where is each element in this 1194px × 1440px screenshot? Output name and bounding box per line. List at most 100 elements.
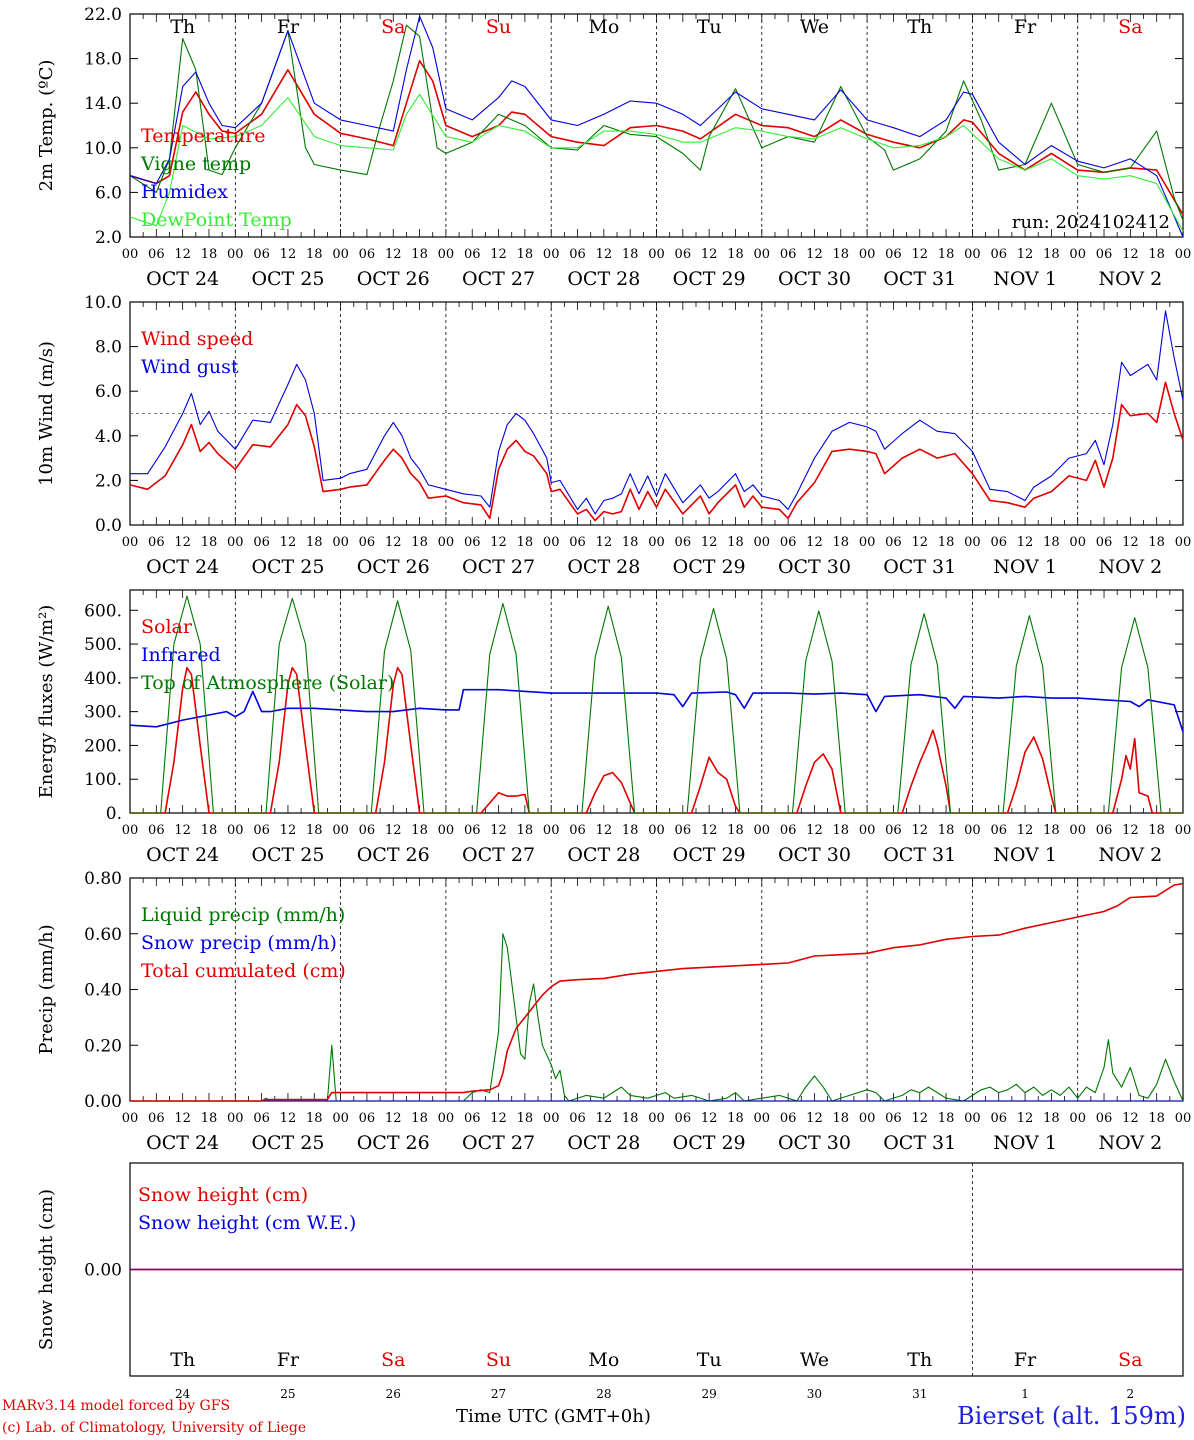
hour-tick-label: 00 [332,823,349,838]
day-name-top: Sa [381,16,405,38]
hour-tick-label: 06 [885,247,902,262]
hour-tick-label: 12 [596,247,613,262]
series-line [129,59,1184,216]
hour-tick-label: 12 [701,1111,718,1126]
hour-tick-label: 12 [490,247,507,262]
day-name-bottom: We [800,1349,829,1371]
date-label: OCT 31 [883,268,956,290]
series-line [130,882,1184,1102]
y-tick-label: 0.20 [84,1036,122,1056]
hour-tick-label: 18 [201,823,218,838]
date-label: NOV 1 [993,844,1057,866]
hour-tick-label: 18 [306,535,323,550]
hour-tick-label: 18 [1043,1111,1060,1126]
day-name-top: Fr [277,16,300,38]
hour-tick-label: 00 [438,535,455,550]
time-axis-label: Time UTC (GMT+0h) [456,1406,651,1427]
run-label: run: 2024102412 [1012,212,1170,233]
hour-tick-label: 18 [727,535,744,550]
date-label: OCT 30 [778,1132,851,1154]
hour-tick-label: 06 [253,823,270,838]
y-tick-label: 2.0 [95,471,122,491]
hour-tick-label: 12 [701,535,718,550]
hour-tick-label: 06 [253,247,270,262]
legend-entry: Solar [141,616,193,638]
hour-tick-label: 12 [596,535,613,550]
date-label: OCT 24 [146,556,219,578]
y-axis-label: 10m Wind (m/s) [36,341,57,486]
hour-tick-label: 00 [438,823,455,838]
hour-tick-label: 06 [359,247,376,262]
hour-tick-label: 12 [385,535,402,550]
hour-tick-label: 18 [411,823,428,838]
y-tick-label: 6.0 [95,382,122,402]
hour-tick-label: 06 [253,535,270,550]
legend-entry: Total cumulated (cm) [141,960,346,982]
y-axis-label: Energy fluxes (W/m²) [36,605,57,799]
plot-frame [129,589,1184,814]
hour-tick-label: 06 [569,535,586,550]
y-tick-label: 6.0 [95,183,122,203]
hour-tick-label: 00 [964,1111,981,1126]
hour-tick-label: 12 [1122,535,1139,550]
day-number: 27 [491,1387,506,1401]
date-label: NOV 2 [1098,844,1162,866]
hour-tick-label: 00 [1175,535,1192,550]
chart-panel-4: 00 06 12 18 00 06 12 18 00 06 12 18 00 06 12 18 00 06 12 18… [36,869,1191,1154]
hour-tick-label: 12 [490,1111,507,1126]
date-label: NOV 1 [993,1132,1057,1154]
hour-tick-label: 18 [201,535,218,550]
hour-tick-label: 18 [833,823,850,838]
hour-tick-label: 00 [122,823,139,838]
legend-entry: Wind speed [141,328,253,350]
hour-tick-label: 18 [622,823,639,838]
legend-entry: Temperature [141,125,265,147]
hour-tick-label: 18 [622,535,639,550]
hour-tick-label: 00 [227,1111,244,1126]
hour-tick-label: 00 [122,247,139,262]
y-tick-label: 500. [84,635,122,655]
hour-tick-label: 12 [1017,535,1034,550]
hour-tick-label: 00 [332,1111,349,1126]
hour-tick-label: 00 [859,535,876,550]
hour-tick-label: 18 [938,535,955,550]
hour-tick-label: 18 [833,535,850,550]
hour-tick-label: 18 [938,823,955,838]
date-label: NOV 2 [1098,1132,1162,1154]
hour-tick-label: 06 [885,1111,902,1126]
legend-entry: Liquid precip (mm/h) [141,904,345,926]
hour-tick-label: 00 [1069,247,1086,262]
hour-tick-label: 00 [227,535,244,550]
hour-tick-label: 06 [1096,535,1113,550]
hour-tick-label: 00 [1069,535,1086,550]
date-label: OCT 26 [357,268,430,290]
hour-tick-label: 06 [464,535,481,550]
series-line [130,933,1184,1102]
hour-tick-label: 06 [780,823,797,838]
day-name-bottom: Th [170,1349,195,1371]
hour-tick-label: 18 [1148,247,1165,262]
day-number: 1 [1021,1387,1029,1401]
hour-tick-label: 00 [1069,1111,1086,1126]
y-tick-label: 200. [84,736,122,756]
lab-credit: (c) Lab. of Climatology, University of L… [2,1420,307,1436]
date-label: OCT 30 [778,268,851,290]
y-tick-label: 8.0 [95,338,122,358]
hour-tick-label: 00 [964,535,981,550]
legend-entry: Snow height (cm) [138,1184,308,1206]
date-label: OCT 28 [567,268,640,290]
hour-tick-label: 00 [648,535,665,550]
hour-tick-label: 00 [1175,247,1192,262]
hour-tick-label: 00 [332,535,349,550]
hour-tick-label: 06 [990,823,1007,838]
day-number: 30 [807,1387,822,1401]
y-tick-label: 22.0 [84,5,122,25]
date-label: NOV 2 [1098,556,1162,578]
hour-tick-label: 00 [1175,823,1192,838]
hour-tick-label: 12 [1122,823,1139,838]
y-axis-label: 2m Temp. (ºC) [36,60,57,192]
hour-tick-label: 06 [464,247,481,262]
date-label: OCT 27 [462,1132,535,1154]
hour-tick-label: 00 [754,823,771,838]
y-tick-label: 600. [84,601,122,621]
